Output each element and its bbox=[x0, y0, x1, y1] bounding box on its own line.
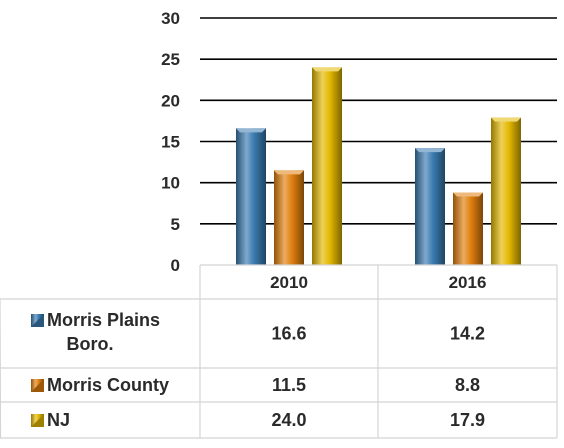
y-tick-label: 15 bbox=[161, 133, 180, 152]
y-tick-label: 25 bbox=[161, 50, 180, 69]
y-axis-tick-labels: 0 5 10 15 20 25 30 bbox=[161, 9, 180, 275]
data-value-cell: 16.6 bbox=[271, 324, 306, 344]
table-row: Morris County 11.5 8.8 bbox=[31, 375, 480, 395]
table-row: NJ 24.0 17.9 bbox=[31, 410, 485, 430]
data-value-cell: 8.8 bbox=[455, 375, 480, 395]
x-category-label: 2016 bbox=[449, 273, 487, 292]
table-border bbox=[0, 298, 2, 439]
bar-cap bbox=[491, 117, 521, 122]
legend-key-shade bbox=[31, 379, 44, 392]
y-tick-label: 30 bbox=[161, 9, 180, 28]
y-tick-label: 5 bbox=[171, 215, 180, 234]
data-value-cell: 14.2 bbox=[450, 324, 485, 344]
legend-key-shade bbox=[31, 314, 44, 327]
bar bbox=[274, 170, 304, 265]
bar bbox=[312, 67, 342, 266]
series-name-cont: Boro. bbox=[67, 334, 114, 354]
bar bbox=[453, 192, 483, 265]
series-name: Morris Plains bbox=[47, 310, 160, 330]
bar-body bbox=[236, 128, 266, 265]
y-tick-label: 10 bbox=[161, 174, 180, 193]
y-tick-label: 20 bbox=[161, 91, 180, 110]
bars bbox=[236, 67, 521, 266]
bar-cap bbox=[236, 128, 266, 133]
bar-body bbox=[453, 192, 483, 265]
series-name: Morris County bbox=[47, 375, 169, 395]
data-value-cell: 24.0 bbox=[271, 410, 306, 430]
bar-body bbox=[274, 170, 304, 265]
bar-cap bbox=[415, 148, 445, 153]
bar bbox=[415, 148, 445, 265]
bar-cap bbox=[453, 192, 483, 197]
bar bbox=[491, 117, 521, 265]
legend-key-shade bbox=[31, 414, 44, 427]
y-tick-label: 0 bbox=[171, 256, 180, 275]
bar-cap bbox=[274, 170, 304, 175]
bar-cap bbox=[312, 67, 342, 72]
bar bbox=[236, 128, 266, 265]
series-name: NJ bbox=[47, 410, 70, 430]
x-category-label: 2010 bbox=[270, 273, 308, 292]
data-value-cell: 11.5 bbox=[272, 375, 306, 395]
data-value-cell: 17.9 bbox=[450, 410, 485, 430]
bar-body bbox=[415, 148, 445, 265]
table-row: Morris Plains Boro. 16.6 14.2 bbox=[31, 310, 485, 354]
bar-body bbox=[491, 117, 521, 265]
bar-body bbox=[312, 67, 342, 266]
